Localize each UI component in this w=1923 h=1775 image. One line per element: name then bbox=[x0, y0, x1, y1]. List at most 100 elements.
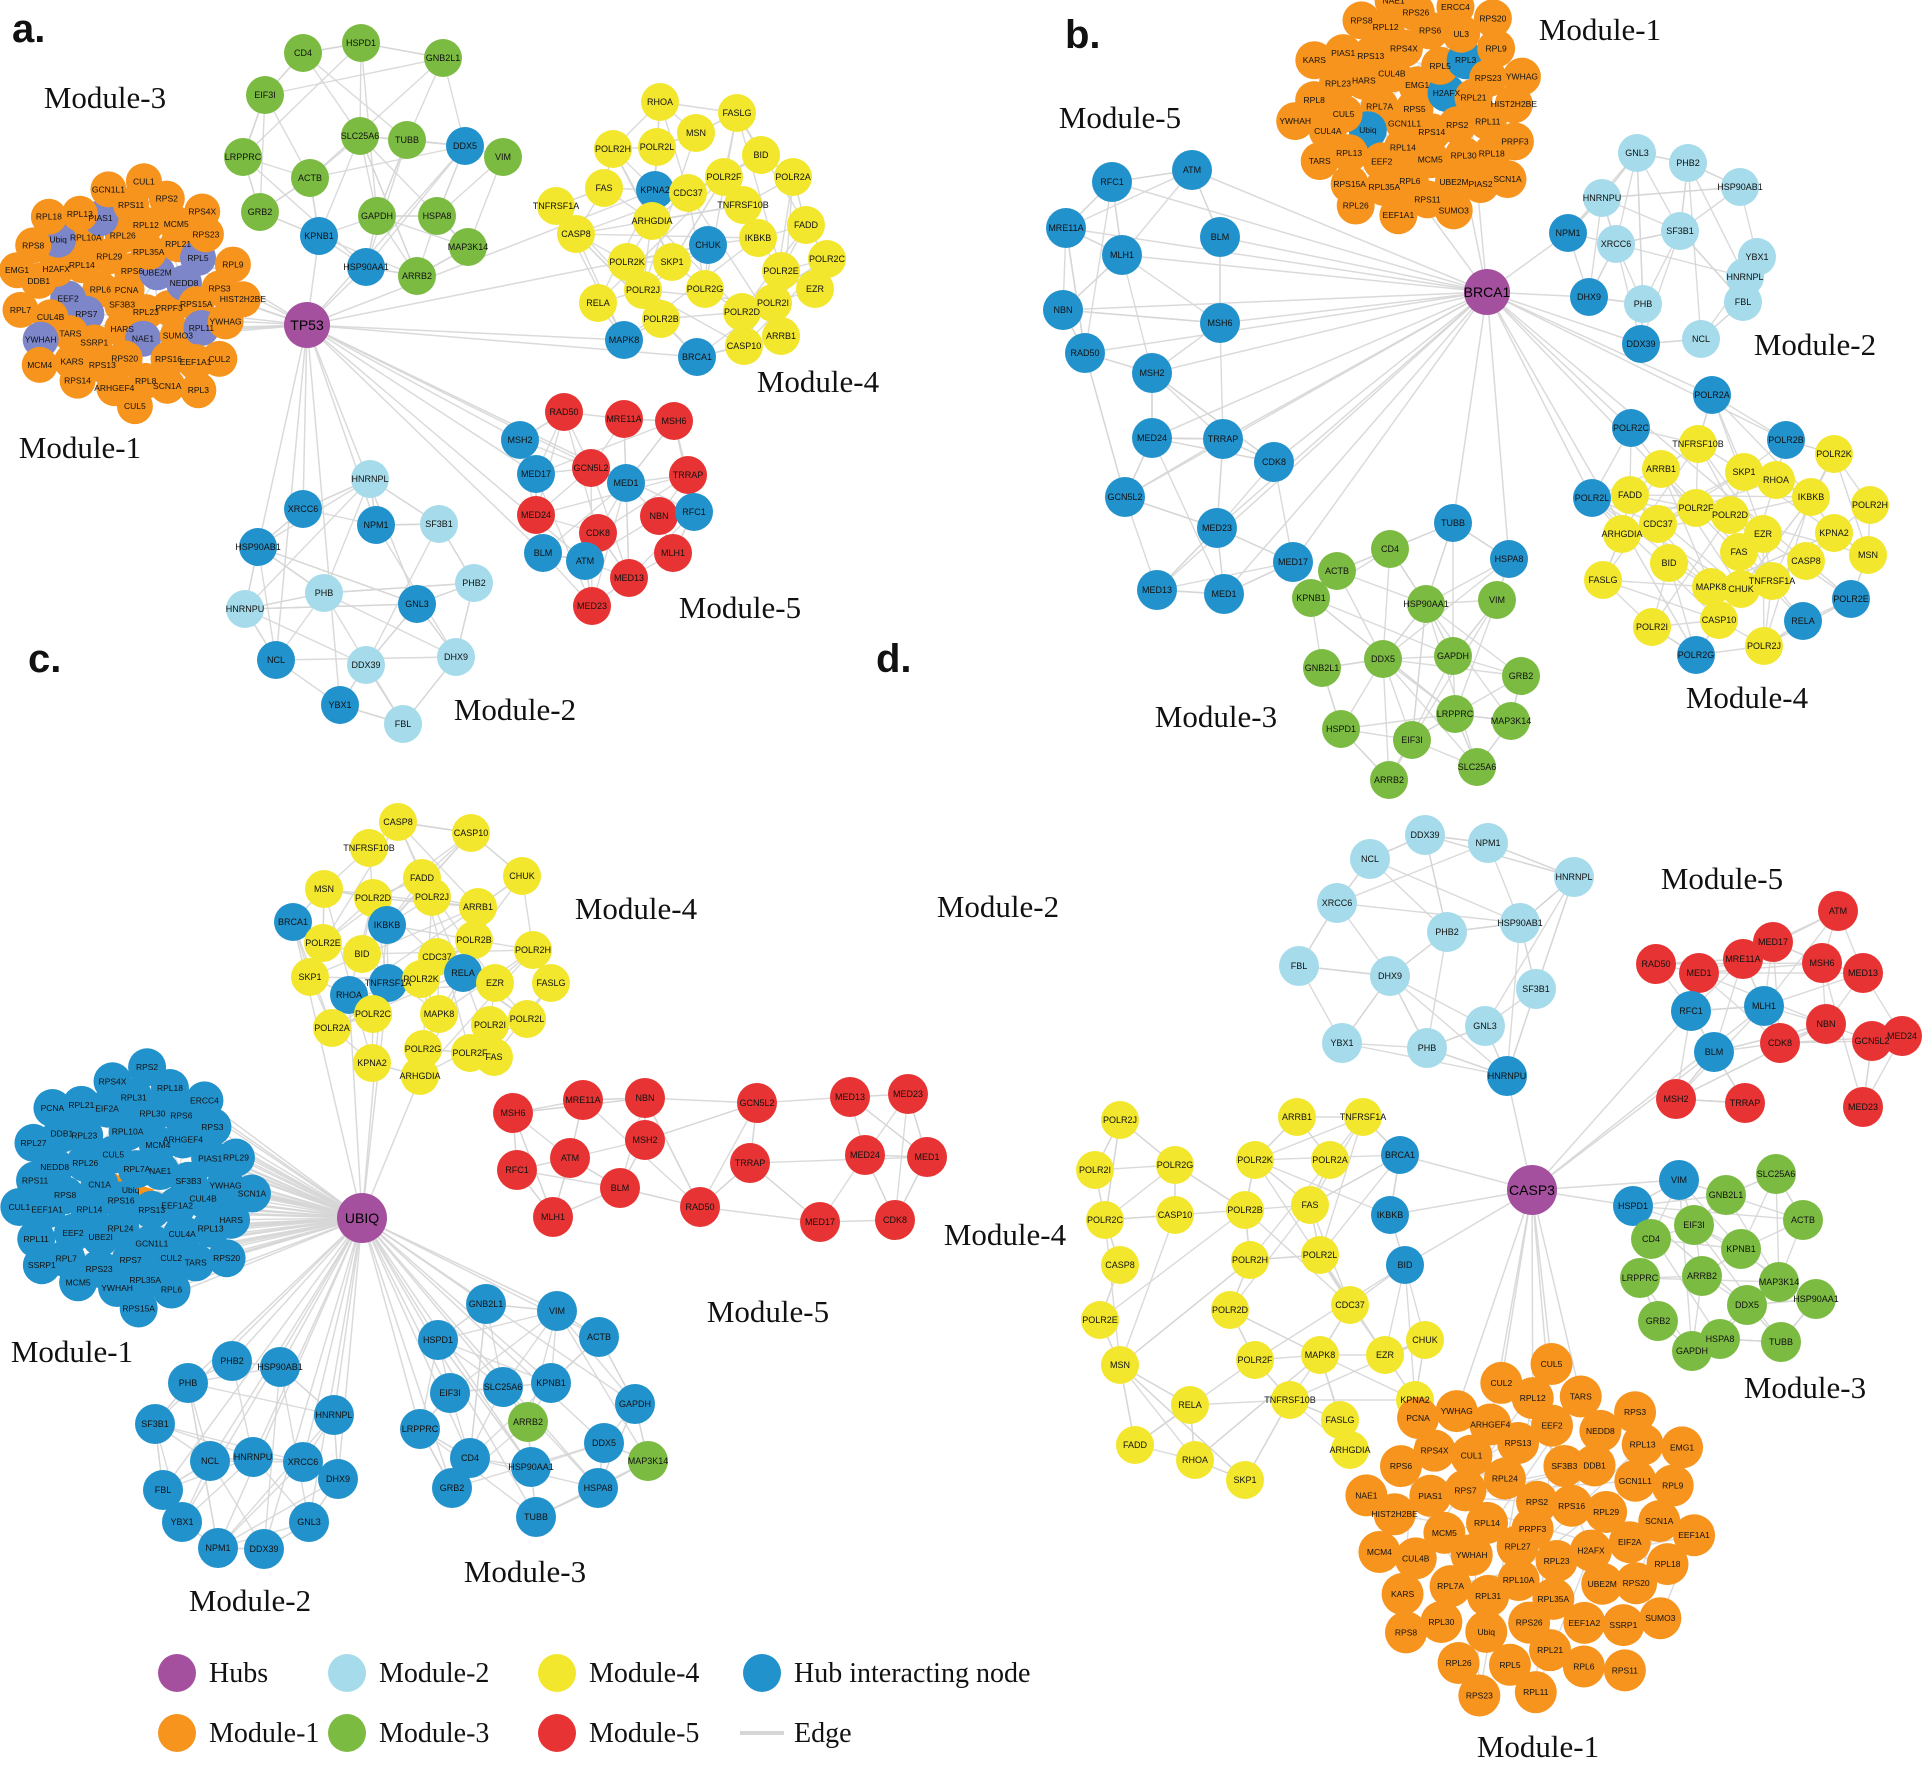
node-MED17 bbox=[1753, 922, 1793, 962]
node-label-GNL3: GNL3 bbox=[405, 599, 429, 609]
node-label-CUL2: CUL2 bbox=[160, 1253, 182, 1263]
node-label-HSPD1: HSPD1 bbox=[1618, 1201, 1648, 1211]
node-label-YWHAG: YWHAG bbox=[1441, 1406, 1473, 1416]
node-FBL bbox=[1279, 946, 1319, 986]
node-MED13 bbox=[1137, 570, 1177, 610]
node-FASLG bbox=[718, 94, 756, 132]
node-ARRB2 bbox=[508, 1402, 548, 1442]
node-label-MED1: MED1 bbox=[914, 1152, 939, 1162]
edge-line bbox=[361, 1217, 421, 1430]
node-label-GAPDH: GAPDH bbox=[1676, 1346, 1708, 1356]
node-GNB2L1 bbox=[466, 1284, 506, 1324]
edge-line bbox=[361, 1217, 537, 1518]
node-HARS bbox=[212, 1200, 251, 1239]
node-label-HSP90AA1: HSP90AA1 bbox=[1403, 599, 1449, 609]
node-label-SLC25A6: SLC25A6 bbox=[1458, 762, 1497, 772]
node-POLR2F bbox=[1677, 489, 1715, 527]
edge-line bbox=[1191, 169, 1488, 293]
edge-line bbox=[1382, 558, 1510, 660]
node-label-BRCA1: BRCA1 bbox=[682, 352, 712, 362]
legend-swatch-Hubs bbox=[158, 1654, 196, 1692]
edge-line bbox=[361, 1217, 504, 1388]
node-PCNA bbox=[1397, 1396, 1440, 1439]
node-label-NPM1: NPM1 bbox=[205, 1543, 230, 1553]
node-label-PIAS1: PIAS1 bbox=[88, 213, 112, 223]
node-label-POLR2H: POLR2H bbox=[1852, 500, 1888, 510]
node-label-RPS8: RPS8 bbox=[22, 240, 44, 250]
node-RHOA bbox=[1176, 1441, 1214, 1479]
node-MCM4 bbox=[1358, 1530, 1401, 1573]
edge-line bbox=[1065, 169, 1193, 229]
node-HNRNPU bbox=[226, 590, 264, 628]
node-label-RPS7: RPS7 bbox=[1454, 1485, 1476, 1495]
edge-line bbox=[469, 1336, 600, 1459]
node-TNFRSF10B bbox=[1679, 425, 1717, 463]
node-label-SF3B1: SF3B1 bbox=[1666, 226, 1694, 236]
node-label-YWHAG: YWHAG bbox=[209, 1181, 241, 1191]
node-ACTB bbox=[579, 1317, 619, 1357]
node-RPL23 bbox=[1535, 1539, 1578, 1582]
node-DHX9 bbox=[1570, 278, 1608, 316]
node-RPS7 bbox=[1444, 1469, 1487, 1512]
node-NAE1 bbox=[1374, 0, 1413, 20]
node-label-FAS: FAS bbox=[1730, 547, 1747, 557]
node-CUL2 bbox=[1480, 1361, 1523, 1404]
node-label-MED17: MED17 bbox=[805, 1217, 835, 1227]
node-label-RPS3: RPS3 bbox=[1624, 1407, 1646, 1417]
edge-line bbox=[1506, 922, 1521, 1077]
node-label-POLR2B: POLR2B bbox=[1768, 435, 1804, 445]
edge-line bbox=[323, 592, 457, 658]
node-FADD bbox=[1611, 476, 1649, 514]
node-label-GNB2L1: GNB2L1 bbox=[1709, 1190, 1744, 1200]
node-label-GCN1L1: GCN1L1 bbox=[135, 1238, 168, 1248]
edge-line bbox=[242, 42, 362, 158]
node-RFC1 bbox=[1092, 162, 1132, 202]
node-label-MAPK8: MAPK8 bbox=[1305, 1350, 1336, 1360]
node-label-GRB2: GRB2 bbox=[1509, 671, 1534, 681]
node-HSP90AB1 bbox=[239, 528, 277, 566]
node-HIST2H2BE bbox=[224, 281, 261, 318]
node-label-RPL6: RPL6 bbox=[1399, 176, 1421, 186]
node-label-YWHAH: YWHAH bbox=[1456, 1550, 1488, 1560]
node-label-PHB: PHB bbox=[1418, 1043, 1437, 1053]
node-label-RPL9: RPL9 bbox=[1486, 43, 1508, 53]
node-HNRNPL bbox=[314, 1395, 354, 1435]
node-label-ATM: ATM bbox=[561, 1153, 579, 1163]
node-RPL27 bbox=[1496, 1525, 1539, 1568]
node-label-Ubiq: Ubiq bbox=[1478, 1627, 1496, 1637]
node-label-ARRB1: ARRB1 bbox=[1282, 1112, 1312, 1122]
node-label-SF3B1: SF3B1 bbox=[141, 1419, 169, 1429]
edge-line bbox=[302, 52, 408, 141]
node-label-MRE11A: MRE11A bbox=[1725, 954, 1760, 964]
module-label: Module-4 bbox=[757, 364, 880, 399]
edge-line bbox=[361, 1217, 552, 1384]
node-NPM1 bbox=[1468, 823, 1508, 863]
node-label-RPS5: RPS5 bbox=[1403, 104, 1425, 114]
edge-line bbox=[257, 546, 418, 605]
node-label-RPS7: RPS7 bbox=[119, 1255, 141, 1265]
node-label-RPL11: RPL11 bbox=[1475, 116, 1501, 126]
node-label-RAD50: RAD50 bbox=[549, 407, 578, 417]
node-HSP90AA1 bbox=[347, 248, 385, 286]
legend-swatch-Module-2 bbox=[328, 1654, 366, 1692]
node-label-HNRNPL: HNRNPL bbox=[351, 474, 388, 484]
node-label-PHB: PHB bbox=[315, 588, 334, 598]
node-label-CDC37: CDC37 bbox=[1335, 1300, 1365, 1310]
node-label-GCN1L1: GCN1L1 bbox=[1619, 1476, 1652, 1486]
node-label-MED13: MED13 bbox=[614, 573, 644, 583]
node-label-HSP90AB1: HSP90AB1 bbox=[235, 542, 281, 552]
node-label-RPL12: RPL12 bbox=[1520, 1393, 1546, 1403]
node-label-MSH2: MSH2 bbox=[632, 1135, 657, 1145]
node-ATM bbox=[550, 1138, 590, 1178]
hub-label-CASP3: CASP3 bbox=[1509, 1182, 1555, 1198]
node-ARRB1 bbox=[459, 888, 497, 926]
node-label-NBN: NBN bbox=[649, 511, 668, 521]
node-TNFRSF10B bbox=[350, 829, 388, 867]
node-KPNA2 bbox=[1815, 514, 1853, 552]
node-label-GRB2: GRB2 bbox=[440, 1483, 465, 1493]
node-label-DDB1: DDB1 bbox=[1583, 1460, 1606, 1470]
node-label-MLH1: MLH1 bbox=[1110, 250, 1134, 260]
node-label-POLR2B: POLR2B bbox=[643, 314, 679, 324]
edge-line bbox=[1121, 254, 1153, 374]
